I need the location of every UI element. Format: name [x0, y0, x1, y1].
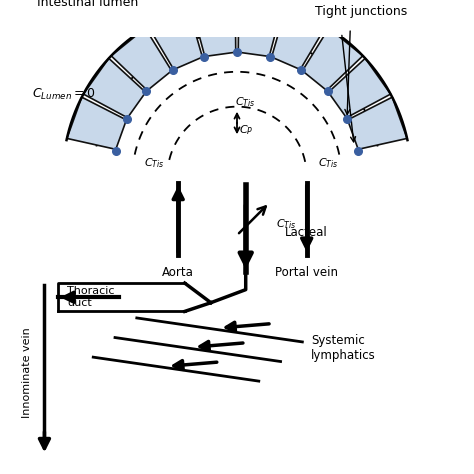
- Polygon shape: [148, 9, 202, 70]
- Text: Portal vein: Portal vein: [275, 265, 338, 279]
- Text: $C_{Tis}$: $C_{Tis}$: [276, 218, 297, 231]
- Polygon shape: [328, 58, 391, 118]
- Text: $C_{Tis}$: $C_{Tis}$: [236, 95, 256, 109]
- Text: $C_P$: $C_P$: [238, 123, 253, 137]
- Text: Systemic
lymphatics: Systemic lymphatics: [311, 335, 376, 363]
- Text: Aorta: Aorta: [162, 265, 194, 279]
- Polygon shape: [111, 28, 172, 91]
- Polygon shape: [302, 28, 363, 91]
- Text: $C_{Lumen}= 0$: $C_{Lumen}= 0$: [32, 87, 96, 102]
- Polygon shape: [347, 97, 407, 149]
- Text: Tight junctions: Tight junctions: [315, 5, 408, 18]
- Text: Thoracic
duct: Thoracic duct: [67, 286, 115, 308]
- Polygon shape: [272, 9, 326, 70]
- Text: Innominate vein: Innominate vein: [22, 327, 32, 418]
- Text: Lacteal: Lacteal: [285, 227, 328, 239]
- Text: $C_{Tis}$: $C_{Tis}$: [144, 156, 164, 170]
- Text: $C_{Tis}$: $C_{Tis}$: [318, 156, 339, 170]
- Polygon shape: [192, 2, 236, 56]
- Text: Intestinal lumen: Intestinal lumen: [36, 0, 138, 9]
- Polygon shape: [67, 97, 127, 149]
- Polygon shape: [83, 58, 146, 118]
- Polygon shape: [238, 2, 282, 56]
